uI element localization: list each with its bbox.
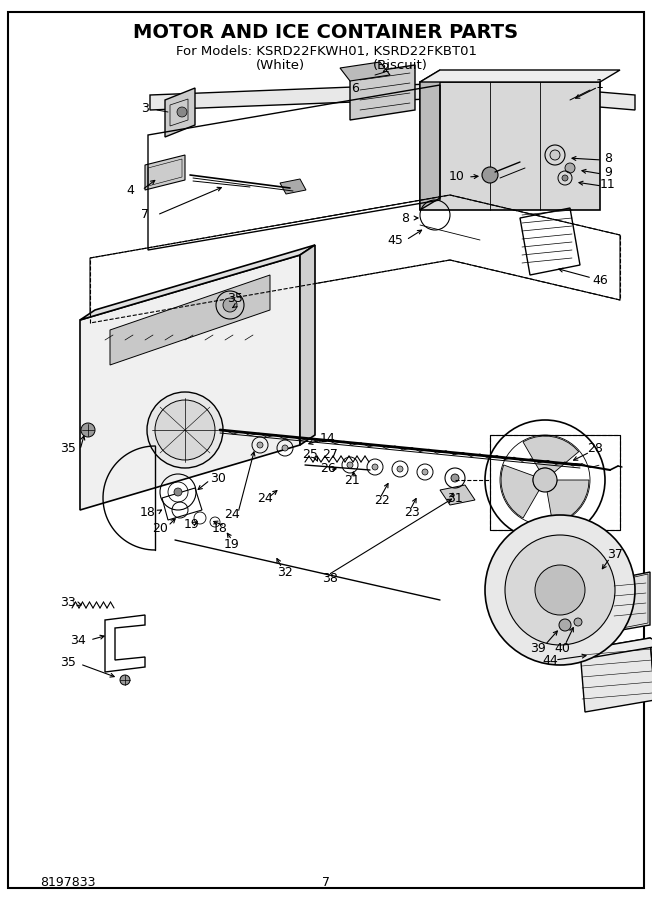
Text: 10: 10 [449,170,465,184]
Polygon shape [110,275,270,365]
Polygon shape [350,65,415,120]
Text: 7: 7 [322,876,330,888]
Text: 28: 28 [587,442,603,454]
Text: 2: 2 [381,61,389,75]
Text: 22: 22 [374,493,390,507]
Circle shape [550,150,560,160]
Text: 44: 44 [542,653,558,667]
Text: 26: 26 [320,462,336,474]
Circle shape [81,423,95,437]
Circle shape [177,107,187,117]
Circle shape [223,298,237,312]
Circle shape [535,565,585,615]
Polygon shape [165,88,195,137]
Polygon shape [80,245,315,320]
Polygon shape [490,555,505,625]
Circle shape [565,163,575,173]
Circle shape [451,474,459,482]
Polygon shape [340,62,390,81]
Polygon shape [547,480,589,523]
Circle shape [422,469,428,475]
Text: 9: 9 [604,166,612,178]
Circle shape [372,464,378,470]
Circle shape [505,535,615,645]
Text: 1: 1 [596,78,604,92]
Text: 6: 6 [351,82,359,94]
Polygon shape [650,638,652,707]
Polygon shape [280,179,306,194]
Text: 24: 24 [224,508,240,521]
Circle shape [257,442,263,448]
Text: 19: 19 [224,538,240,552]
Polygon shape [80,255,300,510]
Text: MOTOR AND ICE CONTAINER PARTS: MOTOR AND ICE CONTAINER PARTS [134,22,518,41]
Text: 31: 31 [447,491,463,505]
Text: 24: 24 [257,491,273,505]
Polygon shape [615,555,630,625]
Text: 32: 32 [277,565,293,579]
Text: 38: 38 [322,572,338,584]
Text: 39: 39 [530,642,546,654]
Text: 35: 35 [60,655,76,669]
Text: 23: 23 [404,506,420,518]
Text: For Models: KSRD22FKWH01, KSRD22FKBT01: For Models: KSRD22FKWH01, KSRD22FKBT01 [175,46,477,58]
Circle shape [174,488,182,496]
Circle shape [120,675,130,685]
Text: 8197833: 8197833 [40,876,95,888]
Circle shape [155,400,215,460]
Text: 19: 19 [184,518,200,532]
Circle shape [485,515,635,665]
Text: 18: 18 [140,506,156,518]
Text: 3: 3 [141,102,149,114]
Circle shape [562,175,568,181]
Text: 25: 25 [302,448,318,462]
Text: 27: 27 [322,448,338,462]
Text: 40: 40 [554,642,570,654]
Polygon shape [420,70,620,82]
Circle shape [347,462,353,468]
Text: 14: 14 [320,431,336,445]
Circle shape [397,466,403,472]
Text: 45: 45 [387,233,403,247]
Text: (Biscuit): (Biscuit) [372,59,428,73]
Polygon shape [440,485,475,505]
Polygon shape [145,155,185,190]
Text: 37: 37 [607,548,623,562]
Text: 18: 18 [212,521,228,535]
Text: 34: 34 [70,634,86,646]
Circle shape [559,619,571,631]
Polygon shape [420,82,600,210]
Polygon shape [610,572,650,632]
Polygon shape [501,465,539,518]
Polygon shape [523,436,579,472]
Text: 20: 20 [152,521,168,535]
Text: 30: 30 [210,472,226,484]
Text: 7: 7 [141,209,149,221]
Text: 46: 46 [592,274,608,286]
Polygon shape [580,638,652,657]
Text: 8: 8 [401,212,409,224]
Circle shape [147,392,223,468]
Text: 33: 33 [60,596,76,608]
Text: 4: 4 [126,184,134,196]
Polygon shape [300,245,315,445]
Polygon shape [580,638,652,712]
Text: 21: 21 [344,473,360,487]
Text: (White): (White) [256,59,304,73]
Polygon shape [150,82,635,110]
Text: 11: 11 [600,178,616,192]
Text: 35: 35 [60,442,76,454]
Circle shape [574,618,582,626]
Circle shape [482,167,498,183]
Circle shape [533,468,557,492]
Text: 35: 35 [227,292,243,304]
Text: 8: 8 [604,151,612,165]
Circle shape [282,445,288,451]
Polygon shape [420,70,440,210]
